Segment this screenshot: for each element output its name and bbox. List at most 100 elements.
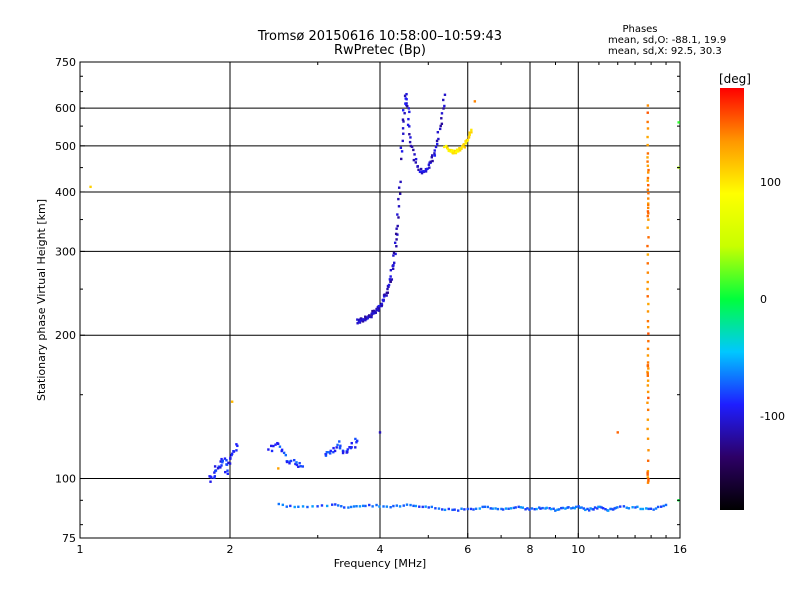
- data-point: [430, 156, 434, 159]
- data-point: [220, 464, 223, 467]
- data-point: [440, 122, 444, 126]
- data-point: [282, 451, 286, 455]
- data-point: [397, 205, 401, 208]
- data-point: [400, 157, 403, 161]
- data-point: [459, 147, 463, 150]
- data-point: [327, 451, 330, 454]
- data-point: [89, 185, 92, 189]
- data-point: [316, 505, 319, 508]
- colorbar-tick-label: -100: [760, 410, 785, 423]
- data-point: [461, 145, 464, 148]
- data-point: [596, 507, 599, 510]
- data-point: [375, 503, 378, 507]
- data-point: [646, 347, 650, 351]
- data-point: [277, 442, 280, 446]
- data-point: [386, 291, 390, 294]
- data-point: [225, 463, 229, 466]
- data-point: [396, 233, 399, 236]
- data-point: [439, 124, 442, 128]
- data-point: [409, 503, 412, 507]
- data-point: [646, 143, 649, 147]
- data-point: [397, 197, 400, 201]
- colorbar-ticks: 100 0 -100: [760, 176, 785, 423]
- data-point: [390, 278, 394, 281]
- data-point: [392, 264, 395, 267]
- data-point: [560, 506, 563, 510]
- data-point: [347, 506, 350, 509]
- data-point: [600, 506, 603, 509]
- data-point: [435, 139, 439, 143]
- data-point: [458, 149, 462, 152]
- data-point: [463, 508, 466, 511]
- data-point: [486, 505, 489, 509]
- x-tick-label: 1: [77, 543, 84, 556]
- data-point: [646, 164, 650, 167]
- data-point: [521, 506, 524, 509]
- data-point: [548, 507, 551, 510]
- data-point: [472, 508, 475, 511]
- data-point: [646, 253, 650, 256]
- data-point: [402, 504, 405, 507]
- data-point: [397, 186, 401, 189]
- data-point: [577, 505, 580, 508]
- data-point: [567, 506, 570, 509]
- data-point: [297, 465, 300, 468]
- data-point: [339, 444, 342, 447]
- data-point: [646, 214, 649, 218]
- data-point: [614, 506, 618, 510]
- data-point: [277, 467, 280, 470]
- data-point: [647, 197, 650, 200]
- data-point: [301, 505, 305, 508]
- data-point: [417, 168, 420, 171]
- data-point: [652, 508, 655, 511]
- data-point: [311, 505, 314, 508]
- data-point: [446, 146, 449, 149]
- data-point: [389, 269, 393, 272]
- chart-title: Tromsø 20150616 10:58:00–10:59:43: [257, 29, 502, 44]
- data-point: [368, 503, 371, 507]
- data-point: [507, 507, 510, 510]
- data-point: [406, 123, 410, 127]
- data-point: [350, 441, 353, 445]
- data-point: [654, 507, 658, 510]
- data-point: [664, 503, 668, 507]
- data-point: [419, 167, 423, 171]
- data-point: [557, 508, 561, 511]
- data-point: [431, 159, 434, 163]
- y-tick-label: 300: [55, 245, 76, 258]
- data-point: [427, 163, 431, 166]
- data-point: [407, 117, 410, 121]
- data-point: [646, 271, 650, 274]
- data-point: [530, 507, 534, 510]
- data-point: [399, 180, 402, 184]
- data-point: [385, 505, 389, 508]
- data-point: [349, 446, 352, 450]
- data-point: [646, 384, 650, 387]
- data-point: [443, 145, 446, 149]
- data-point: [407, 107, 410, 110]
- data-point: [225, 459, 228, 462]
- data-point: [549, 507, 553, 511]
- data-point: [333, 449, 337, 453]
- data-point: [388, 278, 392, 281]
- data-point: [647, 218, 650, 221]
- data-points: [89, 92, 680, 512]
- data-point: [337, 504, 340, 507]
- data-point: [385, 294, 388, 297]
- data-point: [361, 320, 365, 323]
- data-point: [393, 241, 397, 244]
- data-point: [405, 503, 409, 506]
- data-point: [210, 476, 213, 479]
- data-point: [636, 505, 639, 509]
- data-point: [278, 445, 282, 448]
- data-point: [281, 503, 285, 507]
- data-point: [509, 507, 513, 510]
- data-point: [441, 508, 444, 511]
- data-point: [393, 261, 396, 265]
- data-point: [494, 507, 497, 510]
- data-point: [372, 311, 376, 314]
- data-point: [338, 447, 342, 450]
- data-point: [647, 203, 650, 207]
- data-point: [593, 506, 597, 509]
- data-point: [554, 509, 557, 512]
